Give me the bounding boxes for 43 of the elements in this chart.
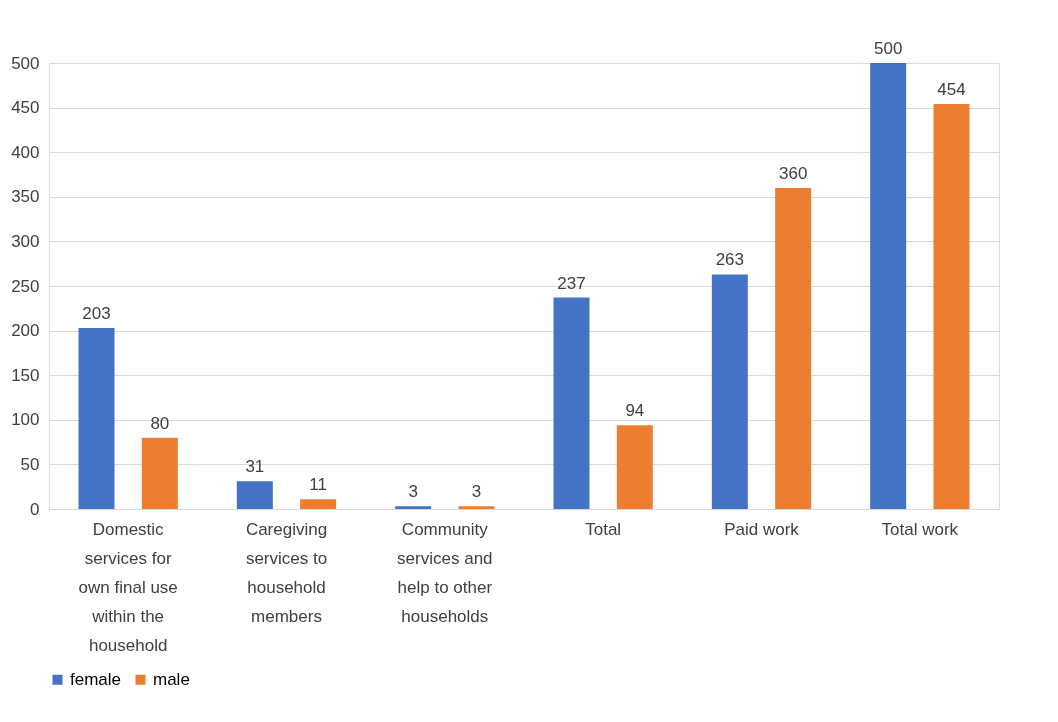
y-tick-label: 450 — [11, 98, 40, 118]
bar — [870, 63, 907, 509]
bar — [300, 499, 337, 509]
x-tick-label: Total work — [881, 519, 959, 539]
legend-label: female — [70, 669, 122, 689]
data-label: 263 — [715, 250, 745, 270]
x-tick-label: Total — [585, 519, 622, 539]
x-tick-label: Caregiving services to household members — [245, 519, 328, 626]
bar — [458, 506, 495, 509]
y-tick-label: 200 — [11, 321, 40, 341]
bar — [616, 425, 653, 509]
data-label: 94 — [625, 401, 645, 421]
data-label: 11 — [309, 475, 327, 495]
data-label: 500 — [873, 39, 903, 58]
data-label: 31 — [245, 457, 265, 477]
y-tick-label: 300 — [11, 231, 40, 251]
bar — [395, 506, 432, 509]
data-label: 80 — [150, 413, 170, 433]
bar — [553, 297, 590, 509]
y-tick-label: 500 — [11, 53, 40, 73]
data-label: 237 — [557, 273, 586, 293]
y-tick-label: 50 — [20, 454, 40, 474]
data-label: 3 — [471, 482, 482, 502]
data-label: 360 — [778, 163, 808, 183]
bar — [711, 274, 748, 509]
bar — [775, 187, 812, 509]
y-tick-label: 350 — [11, 187, 40, 207]
data-label: 454 — [937, 80, 966, 100]
bar — [933, 104, 970, 509]
bar — [141, 437, 178, 509]
x-tick-label: Paid work — [724, 519, 800, 539]
legend-label: male — [153, 669, 190, 689]
y-tick-label: 150 — [11, 365, 40, 385]
y-tick-label: 400 — [11, 142, 40, 162]
y-tick-label: 100 — [11, 410, 40, 430]
y-tick-label: 250 — [11, 276, 40, 296]
bar — [236, 481, 273, 509]
y-tick-label: 0 — [30, 499, 40, 519]
bar — [78, 327, 115, 509]
x-tick-label: Domestic services for own final use within the household — [78, 519, 178, 655]
x-tick-label: Community services and help to other households — [397, 519, 493, 626]
data-label: 3 — [408, 482, 418, 502]
data-label: 203 — [82, 303, 111, 323]
